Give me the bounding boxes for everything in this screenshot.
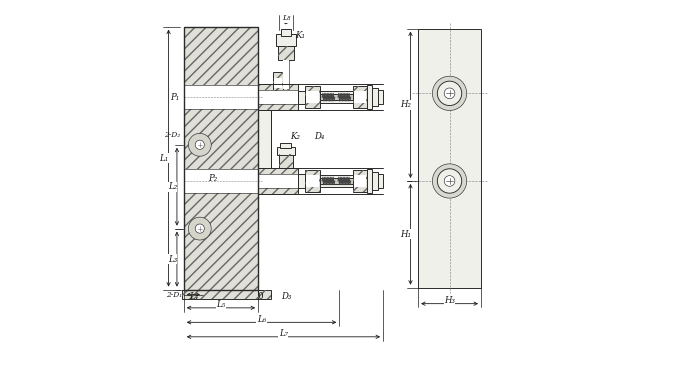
Bar xyxy=(418,29,481,288)
Bar xyxy=(305,86,320,109)
Bar xyxy=(306,91,319,103)
Bar xyxy=(258,168,298,194)
Bar xyxy=(352,86,367,109)
Bar xyxy=(284,60,288,89)
Bar xyxy=(184,85,258,109)
Bar xyxy=(258,84,298,110)
Circle shape xyxy=(195,224,205,233)
Bar xyxy=(352,170,367,192)
Bar xyxy=(298,174,305,187)
Circle shape xyxy=(437,169,462,193)
Bar xyxy=(280,143,292,148)
Bar xyxy=(184,27,258,290)
Text: L₆: L₆ xyxy=(257,315,266,324)
Bar xyxy=(279,154,293,168)
Bar xyxy=(273,72,283,91)
Bar xyxy=(258,90,298,104)
Bar xyxy=(279,154,293,168)
Bar xyxy=(258,84,298,110)
Bar xyxy=(184,27,258,290)
Bar xyxy=(306,175,319,187)
Text: D₄: D₄ xyxy=(314,132,325,141)
Bar xyxy=(258,290,271,299)
Circle shape xyxy=(432,76,466,110)
Bar xyxy=(367,85,372,109)
Bar xyxy=(320,178,352,184)
Text: P₂: P₂ xyxy=(209,174,218,183)
Bar xyxy=(258,110,271,168)
Bar xyxy=(352,86,367,109)
Text: L₈: L₈ xyxy=(282,14,290,22)
Bar xyxy=(354,91,366,103)
Bar xyxy=(258,174,298,188)
Bar xyxy=(354,175,366,187)
Text: 2-D₁: 2-D₁ xyxy=(166,291,182,299)
Bar xyxy=(320,94,352,100)
Circle shape xyxy=(195,140,205,149)
Bar xyxy=(372,171,378,190)
Circle shape xyxy=(444,176,455,186)
Bar xyxy=(352,170,367,192)
Circle shape xyxy=(432,164,466,198)
Circle shape xyxy=(444,88,455,99)
Bar xyxy=(182,290,260,299)
Circle shape xyxy=(437,81,462,106)
Bar xyxy=(274,78,282,88)
Bar xyxy=(298,91,305,104)
Text: K₂: K₂ xyxy=(290,132,300,141)
Bar xyxy=(320,91,352,103)
Bar xyxy=(258,168,298,194)
Bar xyxy=(305,86,320,109)
Text: H₂: H₂ xyxy=(400,100,411,109)
Text: L₅: L₅ xyxy=(216,300,226,309)
Bar xyxy=(276,34,296,46)
Bar xyxy=(182,290,260,299)
Text: L₄: L₄ xyxy=(188,292,198,301)
Bar xyxy=(258,290,271,299)
Bar xyxy=(278,46,294,60)
Text: P₁: P₁ xyxy=(170,93,180,102)
Bar xyxy=(378,90,383,104)
Bar xyxy=(184,27,258,290)
Text: D₃: D₃ xyxy=(282,292,292,301)
Text: L₂: L₂ xyxy=(168,182,177,191)
Text: 2-D₂: 2-D₂ xyxy=(165,131,180,139)
Bar xyxy=(320,175,352,187)
Bar xyxy=(184,169,258,193)
Text: H₃: H₃ xyxy=(444,296,455,305)
Text: H₁: H₁ xyxy=(400,230,411,239)
Text: 0: 0 xyxy=(257,292,262,301)
Bar xyxy=(367,169,372,193)
Text: L₇: L₇ xyxy=(279,329,288,338)
Bar xyxy=(281,29,291,36)
Text: K₁: K₁ xyxy=(295,30,305,40)
Bar xyxy=(278,46,294,60)
Bar xyxy=(273,72,283,91)
Bar xyxy=(372,88,378,107)
Bar xyxy=(305,170,320,192)
Circle shape xyxy=(188,133,211,156)
Bar xyxy=(378,174,383,188)
Bar xyxy=(277,147,295,155)
Bar xyxy=(305,170,320,192)
Circle shape xyxy=(188,217,211,240)
Text: L₁: L₁ xyxy=(159,154,169,163)
Text: L₃: L₃ xyxy=(168,255,177,264)
